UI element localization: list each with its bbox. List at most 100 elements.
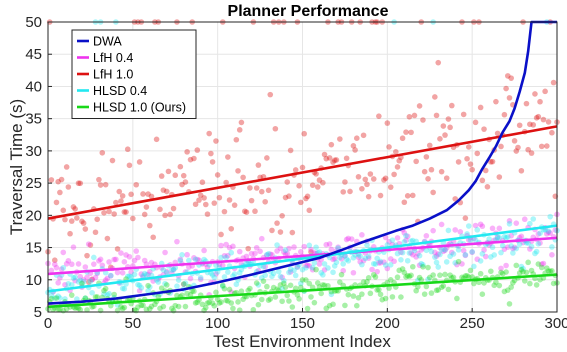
scatter-point [404,257,411,264]
scatter-point [331,263,338,269]
scatter-point [359,261,365,268]
scatter-point [481,247,487,253]
scatter-point [503,269,509,275]
scatter-point [84,274,90,281]
scatter-point [235,168,241,174]
scatter-point [247,285,253,292]
scatter-point [179,292,185,299]
scatter-point [53,295,60,301]
x-tick-label: 200 [375,315,400,332]
scatter-point [209,300,216,307]
scatter-point [508,75,514,81]
y-tick-label: 45 [25,46,42,63]
scatter-point [209,272,216,278]
scatter-point [145,282,151,289]
scatter-point [345,235,352,242]
scatter-point [80,220,87,226]
scatter-point [106,290,112,297]
scatter-point [394,235,401,241]
scatter-point [72,277,78,284]
scatter-point [433,287,440,294]
scatter-point [493,279,499,285]
scatter-point [226,286,233,293]
scatter-point [89,276,95,283]
scatter-point [143,306,150,313]
scatter-point [291,267,297,274]
scatter-point [471,280,477,287]
scatter-point [253,244,260,251]
scatter-point [469,166,475,173]
scatter-point [527,121,533,128]
scatter-point [72,274,78,281]
scatter-point [430,189,436,196]
scatter-point [118,304,124,310]
scatter-point [433,253,440,259]
scatter-point [525,240,531,246]
scatter-point [309,264,316,271]
scatter-point [182,280,189,287]
scatter-point [85,279,92,285]
x-tick-label: 0 [44,315,52,332]
scatter-point [516,241,523,248]
scatter-point [113,256,119,263]
scatter-point [415,277,421,284]
scatter-point [75,305,82,312]
scatter-point [87,242,94,248]
scatter-point [214,172,221,178]
scatter-point [236,248,243,255]
scatter-point [530,122,537,128]
scatter-point [527,246,533,252]
scatter-point [79,218,85,225]
scatter-point [216,300,223,306]
scatter-point [401,239,408,245]
legend: DWA LfH 0.4 LfH 1.0 HLSD 0.4 HLSD 1.0 (Ours) [71,29,197,119]
scatter-point [104,292,111,298]
scatter-point [106,259,112,265]
scatter-point [62,281,68,288]
scatter-point [201,195,207,201]
scatter-point [260,278,267,284]
scatter-point [68,292,75,298]
scatter-point [465,144,472,150]
scatter-point [291,244,297,250]
scatter-point [545,228,552,235]
scatter-point [435,264,442,270]
scatter-point [432,94,438,100]
scatter-point [243,209,250,216]
scatter-point [107,302,114,309]
scatter-point [226,197,233,203]
scatter-point [326,241,333,247]
scatter-point [479,291,486,298]
scatter-point [348,236,355,242]
scatter-point [386,144,392,150]
scatter-point [387,277,394,283]
scatter-point [216,194,223,201]
scatter-point [403,237,409,244]
scatter-point [304,262,311,269]
scatter-point [396,157,403,164]
scatter-point [384,120,391,126]
scatter-point [184,290,190,297]
scatter-point [549,268,555,274]
scatter-point [428,248,435,255]
scatter-point [350,293,357,299]
fit-line [47,125,558,220]
scatter-point [447,272,453,278]
scatter-point [292,272,299,279]
scatter-point [245,245,252,252]
scatter-point [449,102,455,109]
scatter-point [119,285,126,292]
scatter-point [428,166,435,173]
scatter-point [162,212,168,219]
scatter-point [489,158,496,165]
scatter-point [213,138,219,144]
scatter-point [325,283,331,289]
scatter-point [225,269,231,275]
scatter-point [430,272,436,278]
scatter-point [491,252,498,258]
scatter-point [153,136,160,143]
scatter-point [223,179,229,186]
scatter-point [194,147,201,153]
scatter-point [435,251,442,257]
y-tick-label: 30 [25,143,42,160]
